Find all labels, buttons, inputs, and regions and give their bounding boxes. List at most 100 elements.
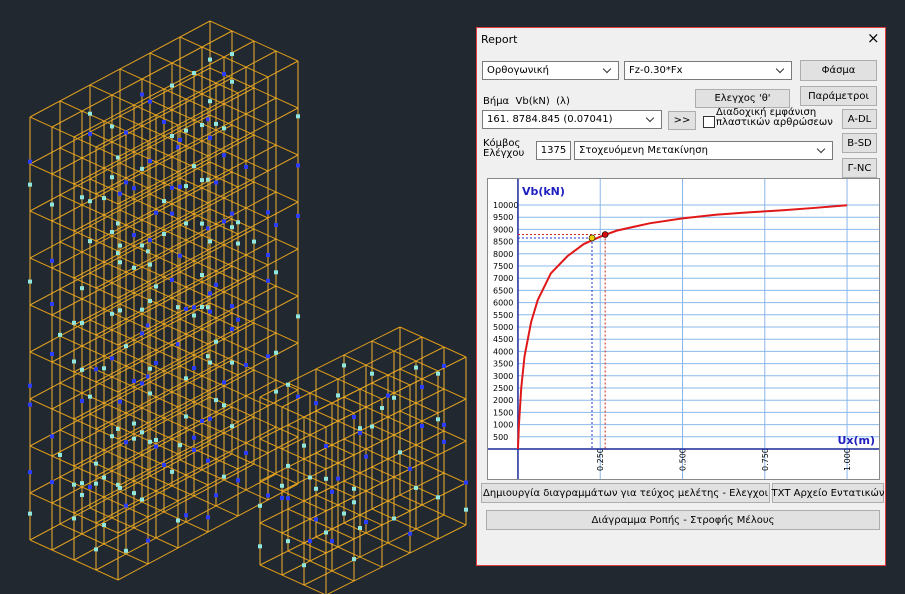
node-marker xyxy=(176,342,180,346)
theta-check-button[interactable]: Ελεγχος 'θ' xyxy=(695,89,790,108)
node-marker xyxy=(146,374,150,378)
b-sd-button[interactable]: B-SD xyxy=(842,133,877,153)
node-marker xyxy=(148,299,152,303)
node-marker xyxy=(364,455,368,459)
load-case-dropdown[interactable]: Fz-0.30*Fx xyxy=(624,61,792,80)
node-marker xyxy=(414,366,418,370)
create-diagrams-button[interactable]: Δημιουργία διαγραμμάτων για τεύχος μελέτ… xyxy=(481,483,770,503)
node-marker xyxy=(80,195,84,199)
control-node-input[interactable]: 1375 xyxy=(536,141,571,160)
node-marker xyxy=(88,199,92,203)
node-marker xyxy=(184,376,188,380)
screen: Report × Ορθογωνική Fz-0.30*Fx Φάσμα Ελε… xyxy=(0,0,905,594)
node-marker xyxy=(436,417,440,421)
node-marker xyxy=(124,504,128,508)
node-marker xyxy=(170,84,174,88)
node-marker xyxy=(464,508,468,512)
node-marker xyxy=(110,230,114,234)
node-marker xyxy=(28,183,32,187)
node-marker xyxy=(80,321,84,325)
node-marker xyxy=(206,354,210,358)
y-tick-label: 10000 xyxy=(493,201,518,210)
node-marker xyxy=(132,266,136,270)
node-marker xyxy=(420,424,424,428)
moment-rotation-button[interactable]: Διάγραμμα Ροπής - Στροφής Μέλους xyxy=(486,510,880,530)
txt-button[interactable]: TXT Αρχείο Εντατικών xyxy=(772,483,884,503)
node-marker xyxy=(178,443,182,447)
node-marker xyxy=(94,547,98,551)
node-marker xyxy=(324,531,328,535)
y-tick-label: 8500 xyxy=(493,238,513,247)
node-marker xyxy=(266,279,270,283)
x-axis-label: Ux(m) xyxy=(837,434,875,447)
node-marker xyxy=(274,223,278,227)
node-marker xyxy=(140,381,144,385)
x-tick-label: 0.250 xyxy=(596,448,605,471)
y-tick-label: 7500 xyxy=(493,262,513,271)
y-tick-label: 8000 xyxy=(493,250,513,259)
node-marker xyxy=(184,129,188,133)
node-marker xyxy=(286,383,290,387)
node-marker xyxy=(222,153,226,157)
node-marker xyxy=(266,210,270,214)
checkbox[interactable] xyxy=(703,116,715,128)
node-marker xyxy=(222,126,226,130)
node-marker xyxy=(192,164,196,168)
next-button[interactable]: >> xyxy=(668,111,696,130)
a-dl-button[interactable]: A-DL xyxy=(842,109,877,129)
node-marker xyxy=(342,363,346,367)
node-marker xyxy=(124,180,128,184)
node-marker xyxy=(208,291,212,295)
node-marker xyxy=(28,470,32,474)
node-marker xyxy=(118,400,122,404)
node-marker xyxy=(230,361,234,365)
node-marker xyxy=(230,225,234,229)
close-button[interactable]: × xyxy=(867,29,880,47)
node-marker xyxy=(94,482,98,486)
parameters-button[interactable]: Παράμετροι xyxy=(800,86,877,106)
node-marker xyxy=(206,459,210,463)
node-marker xyxy=(236,242,240,246)
node-marker xyxy=(370,425,374,429)
step-dropdown[interactable]: 161. 8784.845 (0.07041) xyxy=(482,110,662,129)
node-marker xyxy=(72,516,76,520)
node-marker xyxy=(162,463,166,467)
node-marker xyxy=(214,340,218,344)
node-marker xyxy=(140,430,144,434)
node-marker xyxy=(116,155,120,159)
label-line: Ελέγχου xyxy=(483,148,524,159)
y-tick-label: 6500 xyxy=(493,286,513,295)
node-marker xyxy=(252,240,256,244)
node-marker xyxy=(140,167,144,171)
target-dropdown[interactable]: Στοχευόμενη Μετακίνηση xyxy=(574,141,833,160)
node-marker xyxy=(230,80,234,84)
node-marker xyxy=(28,280,32,284)
spectrum-button[interactable]: Φάσμα xyxy=(800,60,877,81)
node-marker xyxy=(358,426,362,430)
node-marker xyxy=(132,437,136,441)
node-marker xyxy=(88,132,92,136)
node-marker xyxy=(296,314,300,318)
node-marker xyxy=(28,160,32,164)
y-tick-label: 9500 xyxy=(493,213,513,222)
analysis-type-dropdown[interactable]: Ορθογωνική xyxy=(482,61,619,80)
node-marker xyxy=(222,72,226,76)
g-nc-button[interactable]: Γ-NC xyxy=(842,158,877,178)
node-marker xyxy=(208,99,212,103)
node-marker xyxy=(244,363,248,367)
node-marker xyxy=(230,424,234,428)
node-marker xyxy=(102,523,106,527)
dialog-title: Report xyxy=(481,33,517,46)
node-marker xyxy=(124,344,128,348)
node-marker xyxy=(386,394,390,398)
node-marker xyxy=(110,356,114,360)
node-marker xyxy=(296,114,300,118)
node-marker xyxy=(336,393,340,397)
y-tick-label: 1500 xyxy=(493,408,513,417)
node-marker xyxy=(124,549,128,553)
y-tick-label: 1000 xyxy=(493,421,513,430)
node-marker xyxy=(192,448,196,452)
node-marker xyxy=(364,520,368,524)
node-marker xyxy=(398,450,402,454)
